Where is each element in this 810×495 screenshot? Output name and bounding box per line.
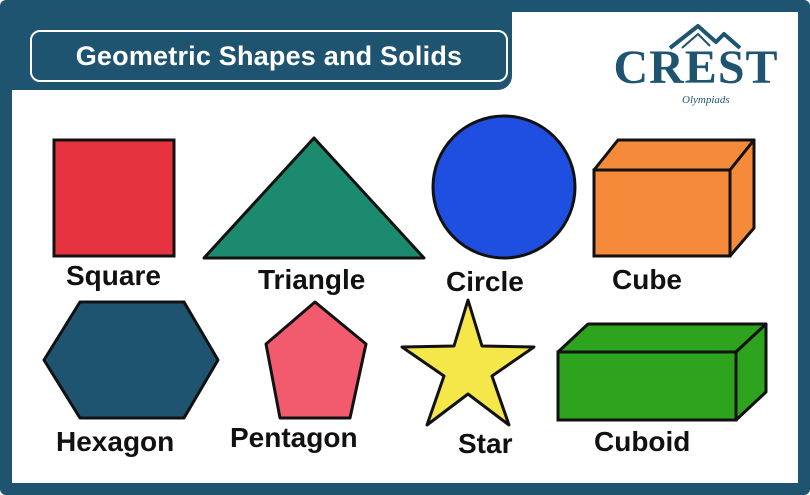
label-cube: Cube <box>612 264 682 295</box>
label-pentagon: Pentagon <box>230 422 358 453</box>
title-banner <box>12 12 512 90</box>
pentagon-icon <box>264 300 368 420</box>
cuboid-icon <box>556 322 768 422</box>
label-triangle: Triangle <box>258 264 366 295</box>
hexagon-icon <box>42 300 220 420</box>
logo-tagline: Olympiads <box>682 94 730 106</box>
square-icon <box>52 138 176 258</box>
label-circle: Circle <box>446 266 524 297</box>
label-hexagon: Hexagon <box>56 426 175 457</box>
crest-logo: CREST Olympiads <box>612 18 780 110</box>
label-star: Star <box>458 428 513 459</box>
circle-icon <box>431 114 577 260</box>
title-box: Geometric Shapes and Solids <box>30 30 508 82</box>
star-icon <box>400 298 536 427</box>
label-square: Square <box>66 260 161 291</box>
cube-icon <box>592 138 756 258</box>
logo-wordmark: CREST <box>613 41 779 94</box>
triangle-icon <box>202 136 426 260</box>
label-cuboid: Cuboid <box>594 426 691 457</box>
page-title: Geometric Shapes and Solids <box>75 40 463 71</box>
mountain-icon <box>668 24 742 50</box>
